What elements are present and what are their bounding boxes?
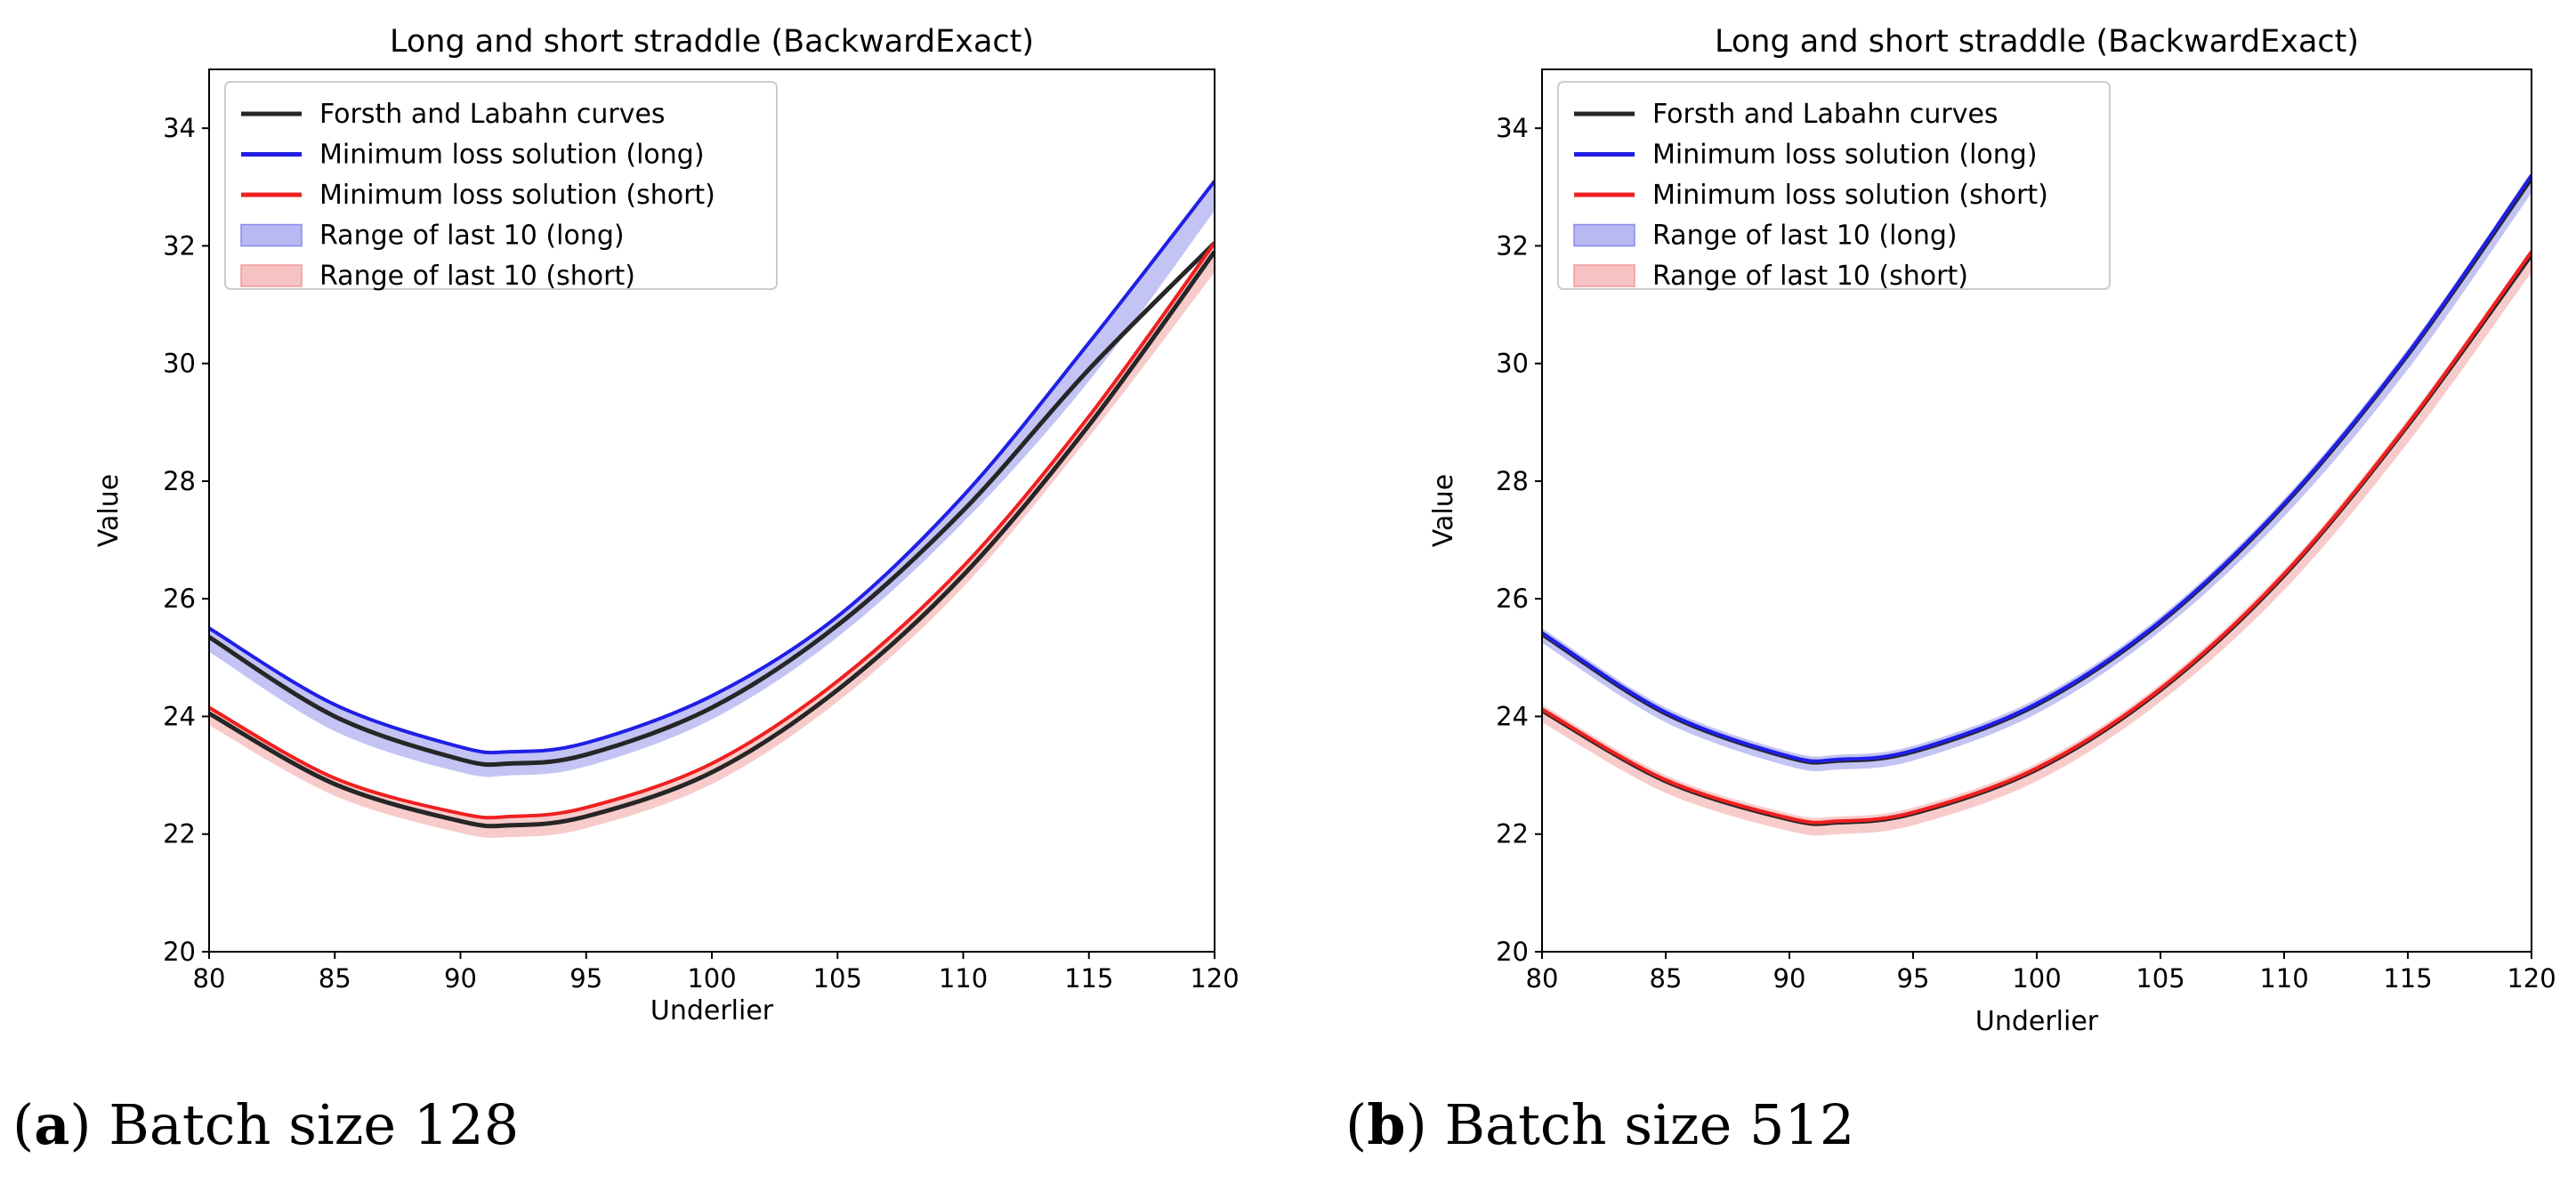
legend-label: Range of last 10 (long) bbox=[319, 221, 625, 252]
legend: Forsth and Labahn curves Minimum loss sol… bbox=[1557, 81, 2111, 292]
y-tick-label: 34 bbox=[163, 113, 196, 143]
caption-b-letter: b bbox=[1367, 1092, 1406, 1157]
y-tick-label: 32 bbox=[1496, 230, 1529, 261]
line-short bbox=[1542, 250, 2532, 825]
y-tick-label: 26 bbox=[163, 583, 196, 614]
line-long bbox=[1542, 173, 2532, 763]
x-tick-label: 100 bbox=[2012, 963, 2061, 994]
x-tick-label: 120 bbox=[2507, 963, 2556, 994]
y-tick-label: 32 bbox=[163, 230, 196, 261]
y-tick-label: 24 bbox=[163, 701, 196, 731]
y-tick-label: 24 bbox=[1496, 701, 1529, 731]
x-tick-label: 80 bbox=[1526, 963, 1559, 994]
x-tick-label: 105 bbox=[2136, 963, 2184, 994]
y-axis-label: Value bbox=[1428, 474, 1459, 547]
x-tick-label: 90 bbox=[1773, 963, 1806, 994]
y-tick-label: 28 bbox=[163, 466, 196, 496]
legend-label: Range of last 10 (long) bbox=[1652, 221, 1958, 252]
line-reference-0 bbox=[209, 241, 1215, 768]
line-short bbox=[209, 241, 1215, 820]
chart-batch-128: 80 85 90 95 100 105 110 115 120 20 22 24 26 28 30 32 34 L… bbox=[93, 24, 1240, 1026]
x-tick-label: 115 bbox=[1064, 963, 1113, 994]
y-tick-label: 30 bbox=[163, 349, 196, 379]
y-tick-label: 22 bbox=[163, 819, 196, 849]
legend-label: Minimum loss solution (short) bbox=[1652, 180, 2048, 211]
y-tick-label: 28 bbox=[1496, 466, 1529, 496]
caption-b-text: Batch size 512 bbox=[1444, 1092, 1855, 1157]
legend-swatch-short_band bbox=[1573, 264, 1635, 287]
x-tick-label: 85 bbox=[1650, 963, 1683, 994]
legend-swatch-short_band bbox=[240, 264, 303, 287]
chart-title: Long and short straddle (BackwardExact) bbox=[1715, 24, 2359, 60]
caption-a: (a) Batch size 128 bbox=[12, 1092, 520, 1157]
legend-label: Minimum loss solution (short) bbox=[319, 180, 715, 211]
y-tick-label: 30 bbox=[1496, 349, 1529, 379]
legend-label: Forsth and Labahn curves bbox=[319, 99, 666, 130]
y-tick-label: 22 bbox=[1496, 819, 1529, 849]
chart-batch-512: 80 85 90 95 100 105 110 115 120 20 22 24 26 28 30 32 34 L… bbox=[1428, 24, 2556, 1037]
caption-b: (b) Batch size 512 bbox=[1345, 1092, 1855, 1157]
legend-label: Range of last 10 (short) bbox=[319, 261, 635, 292]
legend-label: Forsth and Labahn curves bbox=[1652, 99, 1999, 130]
caption-a-letter: a bbox=[34, 1092, 70, 1157]
x-tick-label: 105 bbox=[813, 963, 862, 994]
band-short_band bbox=[1542, 248, 2532, 836]
legend-label: Minimum loss solution (long) bbox=[319, 140, 705, 171]
legend: Forsth and Labahn curves Minimum loss sol… bbox=[224, 81, 778, 292]
plot-area bbox=[1542, 172, 2532, 836]
x-tick-label: 95 bbox=[1897, 963, 1930, 994]
legend-label: Minimum loss solution (long) bbox=[1652, 140, 2038, 171]
x-tick-label: 90 bbox=[444, 963, 477, 994]
y-tick-label: 20 bbox=[163, 937, 196, 967]
band-long_band bbox=[209, 181, 1215, 777]
x-tick-label: 85 bbox=[319, 963, 351, 994]
x-tick-label: 110 bbox=[2259, 963, 2308, 994]
line-reference-1 bbox=[1542, 253, 2532, 826]
x-tick-label: 120 bbox=[1190, 963, 1239, 994]
legend-swatch-long_band bbox=[1573, 223, 1635, 247]
x-axis-label: Underlier bbox=[1975, 1006, 2099, 1037]
y-tick-label: 20 bbox=[1496, 937, 1529, 967]
x-axis-label: Underlier bbox=[650, 995, 774, 1026]
legend-box bbox=[1557, 81, 2111, 290]
band-short_band bbox=[209, 243, 1215, 839]
chart-title: Long and short straddle (BackwardExact) bbox=[390, 24, 1034, 60]
y-tick-label: 26 bbox=[1496, 583, 1529, 614]
x-tick-label: 80 bbox=[193, 963, 226, 994]
x-tick-label: 110 bbox=[939, 963, 988, 994]
y-tick-label: 34 bbox=[1496, 113, 1529, 143]
x-tick-label: 95 bbox=[569, 963, 602, 994]
legend-swatch-long_band bbox=[240, 223, 303, 247]
legend-box bbox=[224, 81, 778, 290]
legend-label: Range of last 10 (short) bbox=[1652, 261, 1968, 292]
caption-a-text: Batch size 128 bbox=[109, 1092, 520, 1157]
line-reference-1 bbox=[209, 250, 1215, 829]
x-tick-label: 100 bbox=[687, 963, 736, 994]
line-long bbox=[209, 180, 1215, 755]
x-tick-label: 115 bbox=[2383, 963, 2432, 994]
plot-area bbox=[209, 180, 1215, 839]
y-axis-label: Value bbox=[93, 474, 125, 547]
